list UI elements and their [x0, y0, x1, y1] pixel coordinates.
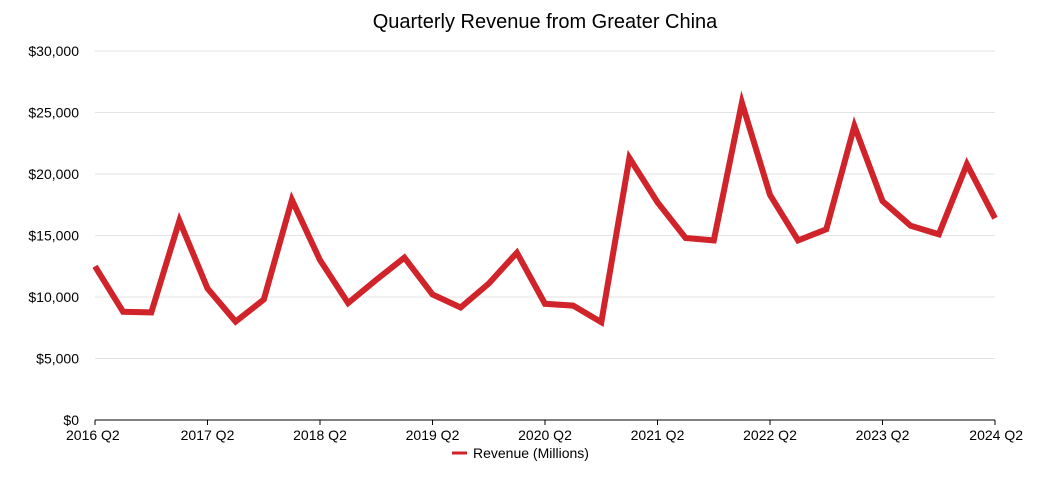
y-tick-label: $25,000 — [28, 105, 79, 121]
y-axis-tick-labels: $0 $5,000 $10,000 $15,000 $20,000 $25,000 $30,… — [28, 43, 79, 428]
x-tick-label: 2020 Q2 — [518, 427, 572, 443]
x-tick-label: 2019 Q2 — [406, 427, 460, 443]
axes — [94, 419, 996, 425]
x-axis-tick-labels: 2016 Q2 2017 Q2 2018 Q2 2019 Q2 2020 Q2 2021 … — [66, 427, 1023, 443]
x-tick-label: 2018 Q2 — [293, 427, 347, 443]
y-tick-label: $5,000 — [36, 351, 79, 367]
x-tick-label: 2016 Q2 — [66, 427, 120, 443]
y-tick-label: $20,000 — [28, 166, 79, 182]
gridlines — [95, 50, 995, 359]
y-tick-label: $0 — [63, 412, 79, 428]
y-tick-label: $15,000 — [28, 228, 79, 244]
x-tick-label: 2024 Q2 — [969, 427, 1023, 443]
y-tick-label: $30,000 — [28, 43, 79, 59]
x-tick-label: 2023 Q2 — [856, 427, 910, 443]
series-line — [92, 90, 998, 327]
x-tick-label: 2022 Q2 — [743, 427, 797, 443]
legend: Revenue (Millions) — [452, 445, 589, 461]
x-tick-label: 2021 Q2 — [631, 427, 685, 443]
legend-label: Revenue (Millions) — [473, 445, 589, 461]
series-lines — [92, 90, 998, 327]
x-tick-label: 2017 Q2 — [181, 427, 235, 443]
chart-title: Quarterly Revenue from Greater China — [373, 11, 718, 33]
y-tick-label: $10,000 — [28, 289, 79, 305]
